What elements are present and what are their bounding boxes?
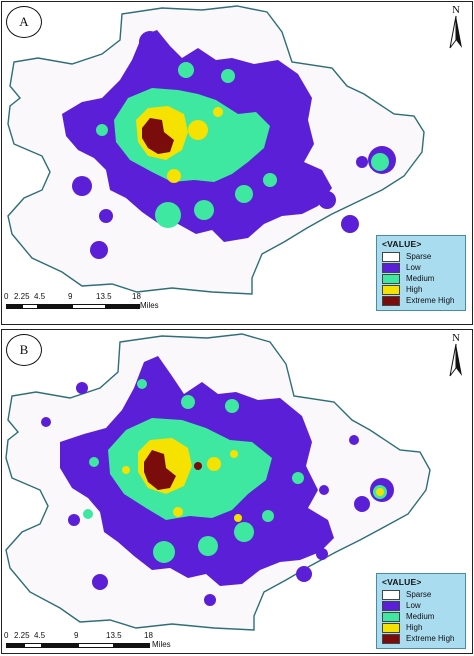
- legend-item-high: High: [382, 284, 460, 295]
- scale-tick: 4.5: [34, 292, 46, 301]
- scale-tick: 4.5: [34, 631, 46, 640]
- legend-item-extreme-high: Extreme High: [382, 295, 460, 306]
- legend-item-low: Low: [382, 600, 460, 611]
- legend-item-extreme-high: Extreme High: [382, 633, 460, 644]
- legend-item-low: Low: [382, 262, 460, 273]
- scale-tick: 2.25: [14, 631, 30, 640]
- panel-letter-label: B: [6, 334, 42, 366]
- north-arrow-icon: [449, 15, 462, 49]
- legend-swatch: [382, 600, 400, 611]
- north-label: N: [452, 332, 460, 344]
- legend-label: Extreme High: [406, 296, 455, 305]
- scale-tick: 0: [4, 292, 9, 301]
- legend: <VALUE> Sparse Low Medium High Extreme H…: [376, 235, 466, 311]
- legend-label: Extreme High: [406, 634, 455, 643]
- legend-label: Sparse: [406, 252, 432, 261]
- scale-unit: Miles: [140, 301, 159, 310]
- extreme-high-density-areas: [142, 118, 174, 154]
- scale-tick: 18: [144, 631, 153, 640]
- north-arrow: N: [446, 4, 466, 50]
- scale-bar: 0 2.25 4.5 9 13.5 18 Miles: [2, 631, 171, 653]
- legend-swatch: [382, 622, 400, 633]
- legend-label: Low: [406, 601, 421, 610]
- legend-label: Medium: [406, 274, 435, 283]
- scale-tick: 2.25: [14, 292, 30, 301]
- map-panel-a: A N <VALUE> Sparse Low Medium High Extre…: [1, 1, 473, 325]
- north-label: N: [452, 4, 460, 16]
- legend-item-medium: Medium: [382, 611, 460, 622]
- extreme-high-density-areas: [144, 450, 202, 490]
- legend-title: <VALUE>: [382, 239, 422, 249]
- legend-label: Sparse: [406, 590, 432, 599]
- legend-item-medium: Medium: [382, 273, 460, 284]
- legend-swatch: [382, 589, 400, 600]
- scale-tick: 13.5: [96, 292, 112, 301]
- legend-label: High: [406, 623, 423, 632]
- scale-bar-segments: [6, 304, 140, 309]
- legend-label: Medium: [406, 612, 435, 621]
- scale-tick: 9: [74, 631, 79, 640]
- scale-bar: 0 2.25 4.5 9 13.5 18 Miles: [2, 292, 159, 314]
- legend-swatch: [382, 284, 400, 295]
- scale-tick: 9: [68, 292, 73, 301]
- legend-item-high: High: [382, 622, 460, 633]
- legend-swatch: [382, 611, 400, 622]
- scale-tick: 18: [132, 292, 141, 301]
- legend-title: <VALUE>: [382, 577, 422, 587]
- legend-item-sparse: Sparse: [382, 251, 460, 262]
- legend-swatch: [382, 273, 400, 284]
- legend-item-sparse: Sparse: [382, 589, 460, 600]
- scale-unit: Miles: [152, 640, 171, 649]
- north-arrow-icon: [449, 343, 462, 377]
- density-map-a: [7, 5, 425, 295]
- map-panel-b: B N <VALUE> Sparse Low Medium High Extre…: [1, 329, 473, 654]
- legend-swatch: [382, 633, 400, 644]
- legend-swatch: [382, 262, 400, 273]
- density-map-b: [5, 333, 431, 631]
- scale-tick: 13.5: [106, 631, 122, 640]
- scale-tick: 0: [4, 631, 9, 640]
- panel-letter-label: A: [6, 6, 42, 38]
- legend-label: High: [406, 285, 423, 294]
- north-arrow: N: [446, 332, 466, 378]
- legend: <VALUE> Sparse Low Medium High Extreme H…: [376, 573, 466, 649]
- legend-label: Low: [406, 263, 421, 272]
- scale-bar-segments: [6, 643, 150, 648]
- legend-swatch: [382, 295, 400, 306]
- legend-swatch: [382, 251, 400, 262]
